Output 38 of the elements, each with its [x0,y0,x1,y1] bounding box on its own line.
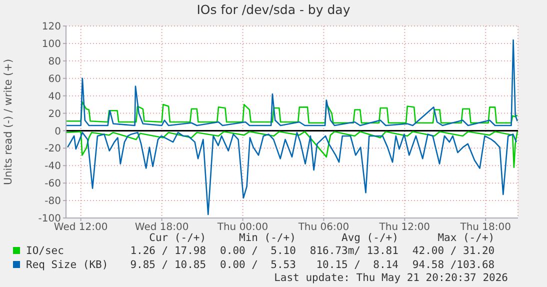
text: 94.58 /103.68 [411,258,495,272]
y-tick-label: 60 [48,74,61,85]
legend-label: Req Size (KB) [25,258,110,272]
legend-label: IO/sec [25,244,65,258]
y-tick-label: -20 [44,144,61,155]
x-tick-label: Wed 18:00 [134,222,189,234]
chart-title: IOs for /dev/sda - by day [196,2,352,17]
text: 9.85 / 10.85 [129,258,206,272]
text: 10.15 / 8.14 [315,258,398,272]
text: Min (-/+) [238,232,296,244]
y-tick-label: -40 [44,161,61,172]
y-tick-label: 100 [42,39,61,50]
y-tick-label: 0 [54,126,61,138]
y-tick-label: 80 [48,56,61,68]
y-tick-label: -60 [44,178,61,190]
y-axis-title: Units read (-) / write (+) [2,58,15,186]
line-series [66,130,518,168]
x-tick-label: Wed 12:00 [54,222,108,234]
y-tick-label: 20 [48,108,61,120]
x-tick-label: Thu 18:00 [459,222,512,234]
x-tick-label: Thu 12:00 [378,222,430,234]
x-tick-label: Thu 00:00 [216,222,268,234]
text: Cur (-/+) [148,232,206,244]
text: 0.00 / 5.53 [219,258,296,272]
text: 1.26 / 17.98 [129,244,206,258]
y-tick-label: 40 [48,91,61,102]
line-series [66,39,518,126]
text: 42.00 / 31.20 [411,244,495,258]
text: Max (-/+) [436,232,495,244]
text: Last update: Thu May 21 20:20:37 2026 [273,272,509,284]
text: Avg (-/+) [340,232,398,244]
y-tick-label: 120 [42,22,61,33]
line-series [66,132,518,216]
text: 816.73m/ 13.81 [308,244,398,258]
line-series [66,101,518,124]
x-tick-label: Thu 06:00 [297,222,350,234]
y-tick-label: -80 [44,196,61,208]
text: 0.00 / 5.10 [219,244,296,258]
